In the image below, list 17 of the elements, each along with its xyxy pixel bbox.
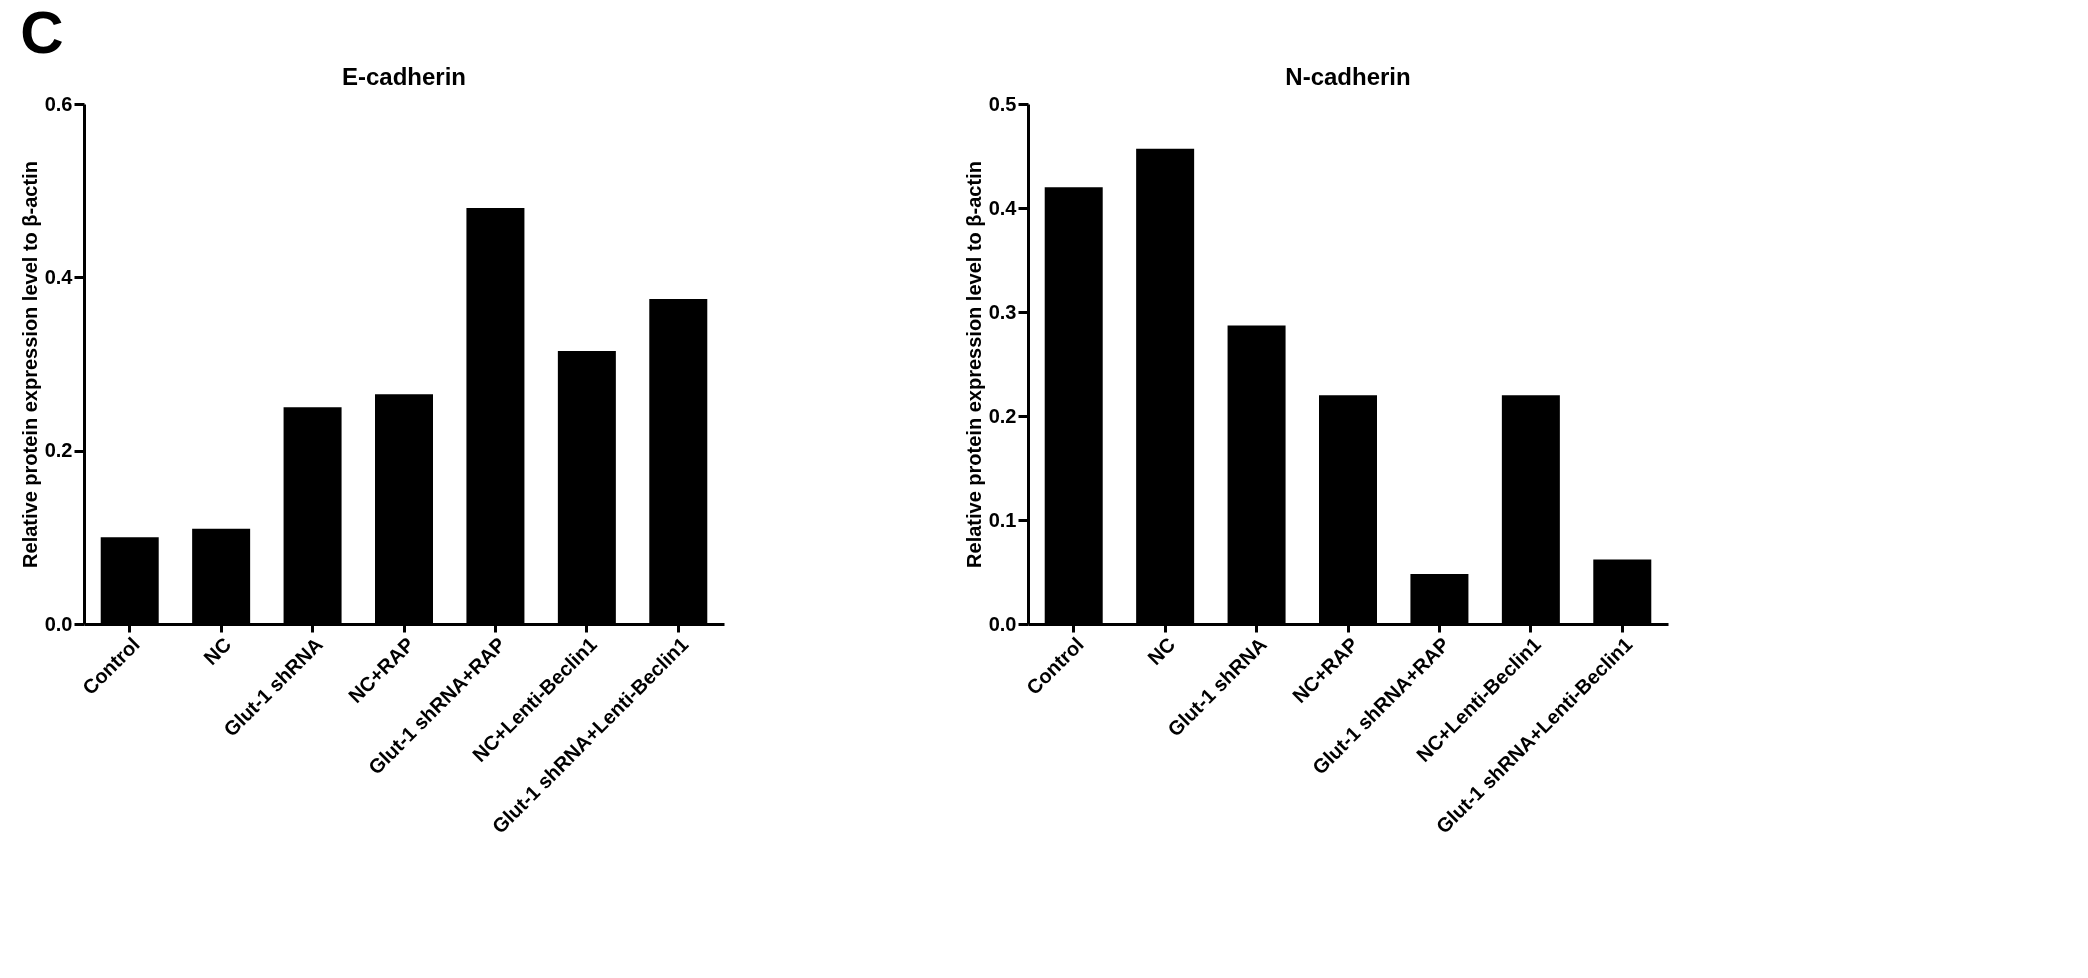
y-tick-label: 0.3 [988,300,1017,323]
y-tick-label: 0.4 [44,265,74,288]
y-tick-label: 0.0 [44,612,73,635]
y-axis-title: Relative protein expression level to β-actin [18,161,41,568]
y-tick-label: 0.2 [44,439,73,462]
text: C [20,0,64,66]
y-tick-label: 0.4 [988,196,1018,219]
x-tick-label: NC [1143,633,1180,670]
y-tick-label: 0.1 [988,508,1017,531]
y-tick-label: 0.2 [988,404,1017,427]
chart-title: E-cadherin [341,63,467,90]
x-tick-label: NC [199,633,236,670]
y-tick-label: 0.6 [44,92,73,115]
chart-title: N-cadherin [1285,63,1411,90]
y-tick-label: 0.5 [988,92,1017,115]
y-tick-label: 0.0 [988,612,1017,635]
y-axis-title: Relative protein expression level to β-actin [962,161,985,568]
